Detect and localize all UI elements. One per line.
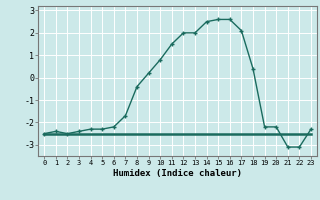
X-axis label: Humidex (Indice chaleur): Humidex (Indice chaleur) [113, 169, 242, 178]
